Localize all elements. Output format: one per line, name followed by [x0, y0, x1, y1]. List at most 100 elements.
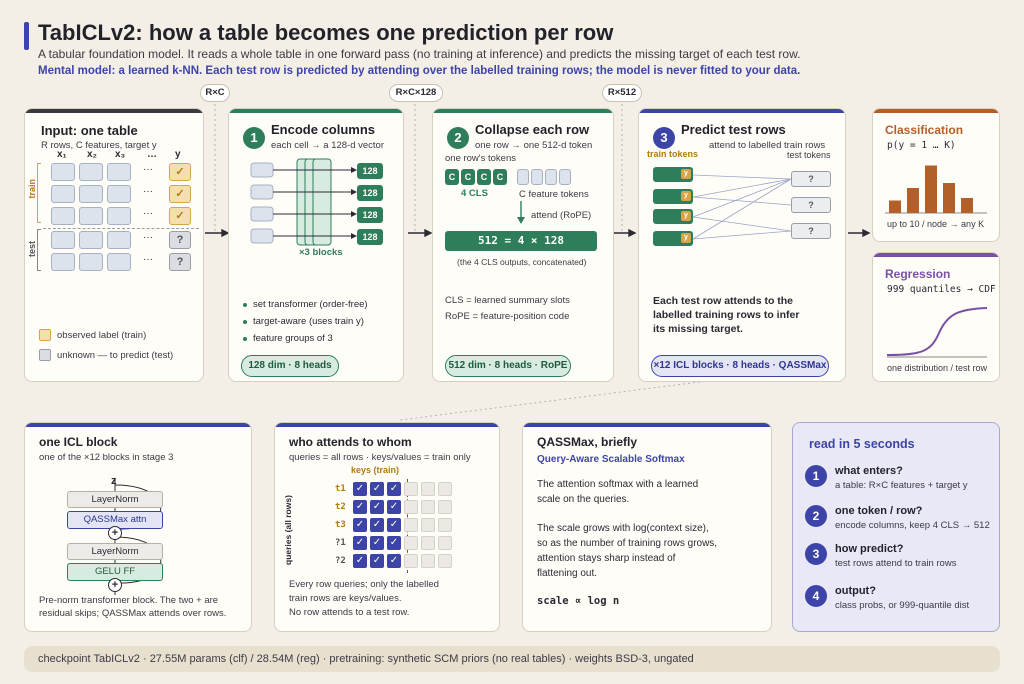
attention-cell-active: ✓ [370, 518, 384, 532]
attention-cell-active: ✓ [353, 518, 367, 532]
attends-body-3: No row attends to a test row. [289, 607, 410, 618]
row-ellipsis: ··· [143, 186, 153, 197]
encode-card-desc: each cell → a 128-d vector [271, 140, 385, 151]
attention-cell-masked [438, 518, 452, 532]
row-ellipsis: ··· [143, 254, 153, 265]
row-512-token: 512 = 4 × 128 [445, 231, 597, 251]
predict-card-desc: attend to labelled train rows [709, 140, 826, 151]
collapse-dim-tag: 512 dim · 8 heads · RoPE [445, 355, 571, 377]
layernorm-2: LayerNorm [67, 543, 163, 560]
input-card: Input: one table R rows, C features, tar… [24, 108, 204, 382]
feature-token [517, 169, 529, 185]
qassmax-line: so as the number of training rows grows, [537, 538, 718, 549]
attention-cell-masked [404, 554, 418, 568]
predict-card: 3 Predict test rows attend to labelled t… [638, 108, 846, 382]
attention-cell-masked [404, 518, 418, 532]
step-3-badge: 3 [653, 127, 675, 149]
y-test-cell: ? [169, 253, 191, 271]
page-subtitle: A tabular foundation model. It reads a w… [38, 47, 801, 61]
shape-tag-r512: R×512 [602, 84, 642, 102]
encode-diagram [250, 158, 357, 246]
icl-desc: one of the ×12 blocks in stage 3 [39, 452, 174, 463]
attention-cell-active: ✓ [387, 536, 401, 550]
predict-body-1: Each test row attends to the [653, 295, 794, 307]
legend-observed-swatch [39, 329, 51, 341]
read5-step-q: what enters? [835, 465, 903, 477]
test-bracket [37, 229, 41, 271]
cls-definition: CLS = learned summary slots [445, 295, 570, 306]
test-token: ? [791, 171, 831, 187]
read5-step-num: 2 [805, 505, 827, 527]
attention-cell-masked [438, 482, 452, 496]
row-ellipsis: ··· [143, 232, 153, 243]
classification-card: Classification p(y = 1 … K) up to 10 / n… [872, 108, 1000, 242]
train-test-divider [43, 228, 199, 229]
col-ellipsis: … [147, 149, 157, 160]
row-ellipsis: ··· [143, 208, 153, 219]
attention-cell-masked [421, 482, 435, 496]
col-x1: x₁ [57, 149, 67, 160]
attends-body-2: train rows are keys/values. [289, 593, 402, 604]
keys-label: keys (train) [351, 465, 400, 475]
qassmax-line: attention stays sharp instead of [537, 553, 676, 564]
collapse-card-title: Collapse each row [475, 122, 590, 137]
attention-cell-masked [421, 554, 435, 568]
predict-diagram [692, 174, 792, 240]
attends-card: who attends to whom queries = all rows ·… [274, 422, 500, 632]
attend-arrow [517, 201, 525, 224]
qassmax-line: flattening out. [537, 568, 598, 579]
train-y-badge: y [681, 169, 691, 179]
y-train-cell: ✓ [169, 163, 191, 181]
classification-title: Classification [885, 123, 964, 137]
attention-cell-masked [404, 536, 418, 550]
row-label: t2 [335, 502, 346, 512]
class-prob-bar [889, 200, 901, 213]
row-label: t3 [335, 520, 346, 530]
input-card-desc: R rows, C features, target y [41, 140, 157, 151]
encode-card: 1 Encode columns each cell → a 128-d vec… [228, 108, 404, 382]
class-prob-bar [907, 188, 919, 213]
attention-cell-masked [438, 500, 452, 514]
qassmax-line: scale on the queries. [537, 494, 630, 505]
train-y-badge: y [681, 233, 691, 243]
read5-step-num: 1 [805, 465, 827, 487]
attend-label: attend (RoPE) [531, 210, 592, 221]
regression-title: Regression [885, 267, 951, 281]
read5-step-q: output? [835, 585, 876, 597]
residual-plus-2: + [108, 578, 122, 592]
encode-card-title: Encode columns [271, 122, 376, 137]
predict-card-title: Predict test rows [681, 122, 786, 137]
blocks-label: ×3 blocks [299, 247, 343, 258]
read5-step-a: class probs, or 999-quantile dist [835, 600, 970, 611]
encode-dim-tag: 128 dim · 8 heads [241, 355, 339, 377]
attends-desc: queries = all rows · keys/values = train… [289, 452, 471, 463]
layernorm-1: LayerNorm [67, 491, 163, 508]
shape-tag-rc: R×C [200, 84, 230, 102]
y-train-cell: ✓ [169, 185, 191, 203]
shape-tag-rc128: R×C×128 [389, 84, 443, 102]
read5-card: read in 5 seconds 1 what enters? a table… [792, 422, 1000, 632]
attention-cell-active: ✓ [370, 482, 384, 496]
attention-cell-masked [421, 536, 435, 550]
train-bracket [37, 163, 41, 223]
token-128: 128 [357, 207, 383, 223]
out-note: (the 4 CLS outputs, concatenated) [457, 257, 587, 267]
test-token: ? [791, 223, 831, 239]
col-y: y [175, 149, 181, 160]
cls-label: 4 CLS [461, 188, 488, 199]
collapse-card: 2 Collapse each row one row → one 512-d … [432, 108, 614, 382]
attention-cell-active: ✓ [353, 536, 367, 550]
read5-step-a: a table: R×C features + target y [835, 480, 968, 491]
classification-formula: p(y = 1 … K) [887, 140, 956, 151]
attention-cell-active: ✓ [353, 482, 367, 496]
attention-cell-active: ✓ [353, 554, 367, 568]
encode-bullet: target-aware (uses train y) [243, 316, 364, 327]
attention-cell-masked [438, 536, 452, 550]
attention-cell-active: ✓ [387, 482, 401, 496]
attention-cell-masked [421, 500, 435, 514]
qassmax-line: The attention softmax with a learned [537, 479, 699, 490]
feature-token [559, 169, 571, 185]
predict-body-3: its missing target. [653, 323, 743, 335]
qassmax-line: The scale grows with log(context size), [537, 523, 709, 534]
class-prob-bar [925, 165, 937, 213]
